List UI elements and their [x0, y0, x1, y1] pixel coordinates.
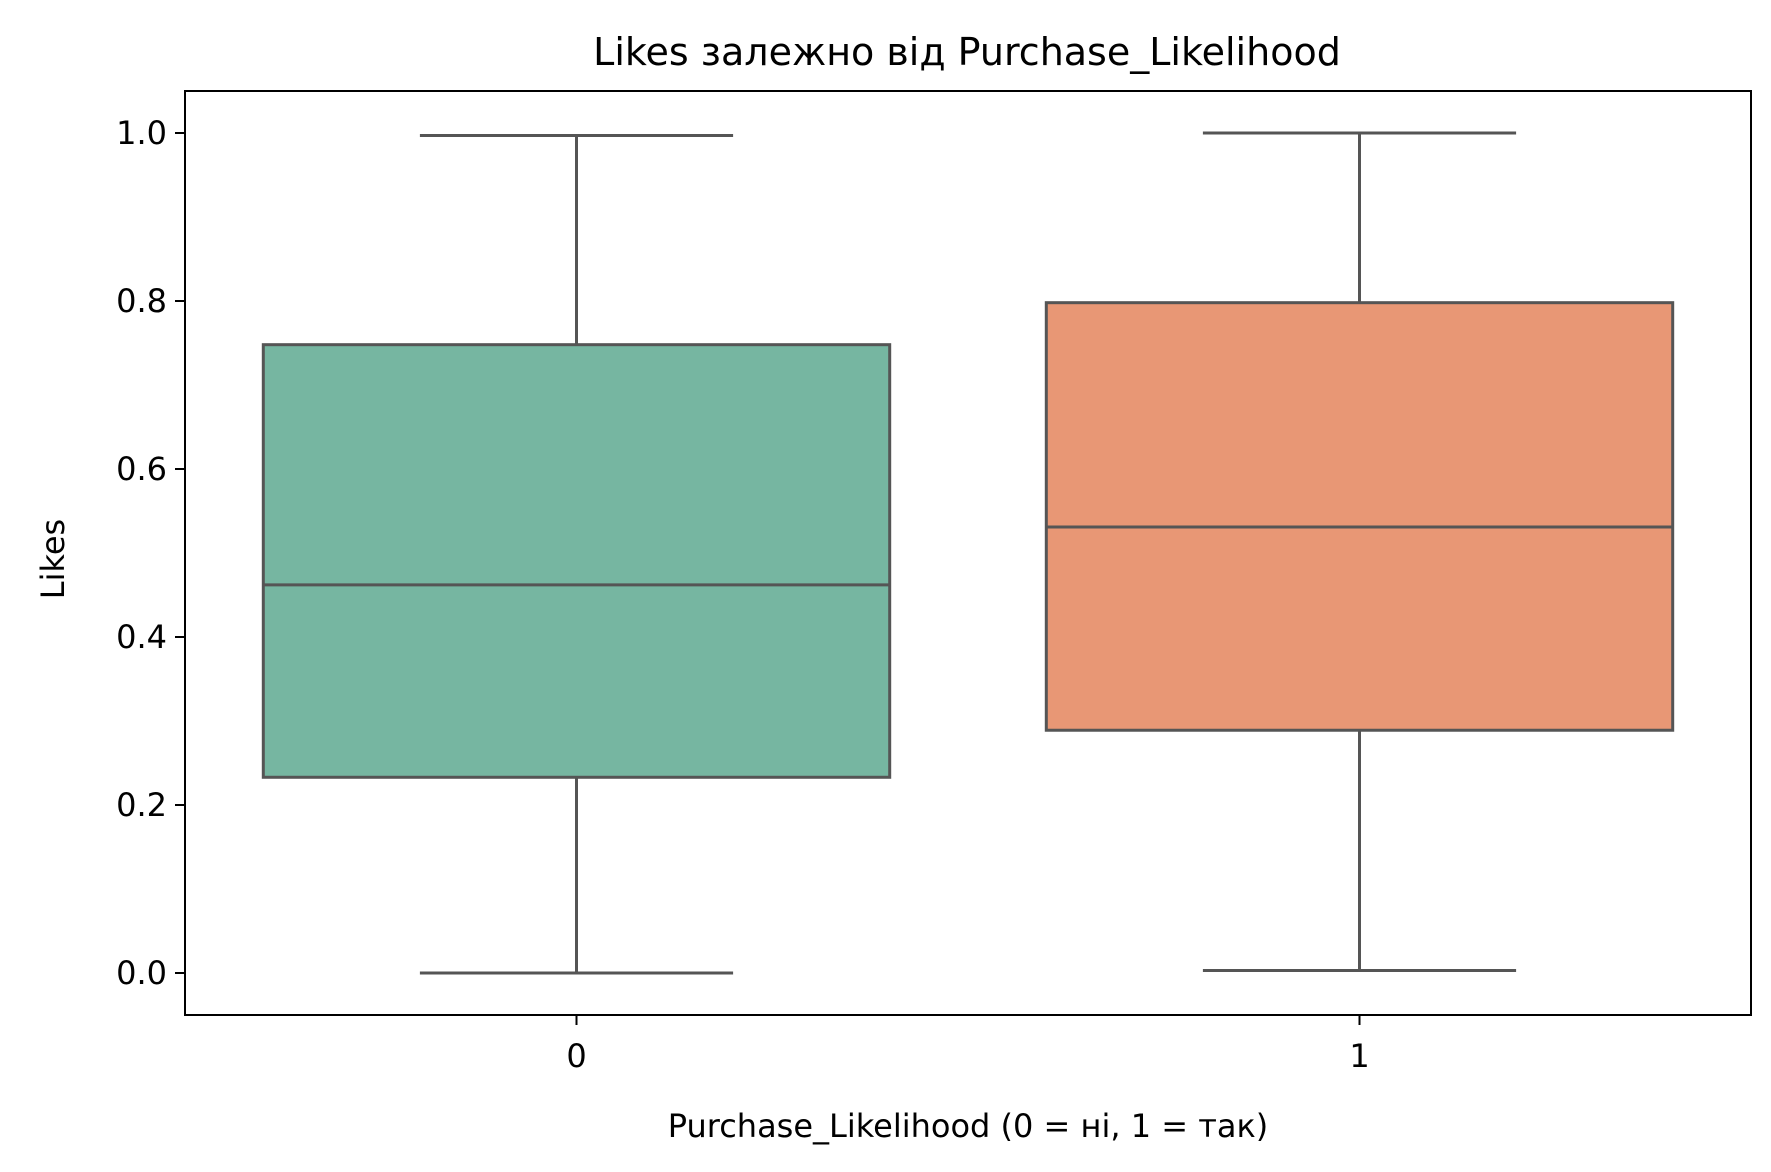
y-tick-label: 0.4	[116, 618, 167, 656]
y-tick-label: 0.6	[116, 450, 167, 488]
chart-title: Likes залежно від Purchase_Likelihood	[593, 30, 1341, 74]
y-axis-label: Likes	[34, 519, 72, 599]
plot-frame	[184, 90, 1752, 1016]
plot-area	[261, 131, 1675, 975]
y-tick-label: 0.8	[116, 282, 167, 320]
x-tick-label: 0	[566, 1037, 586, 1075]
y-tick-label: 0.2	[116, 786, 167, 824]
axes: 0.0 0.2 0.4 0.6 0.8 1.0 0 1	[116, 114, 1370, 1075]
box-1	[1044, 131, 1675, 972]
x-tick-label: 1	[1349, 1037, 1369, 1075]
x-axis-label: Purchase_Likelihood (0 = ні, 1 = так)	[668, 1107, 1269, 1145]
box-body	[261, 343, 892, 779]
box-0	[261, 134, 892, 975]
box-body	[1044, 301, 1675, 732]
y-tick-label: 1.0	[116, 114, 167, 152]
y-tick-label: 0.0	[116, 954, 167, 992]
